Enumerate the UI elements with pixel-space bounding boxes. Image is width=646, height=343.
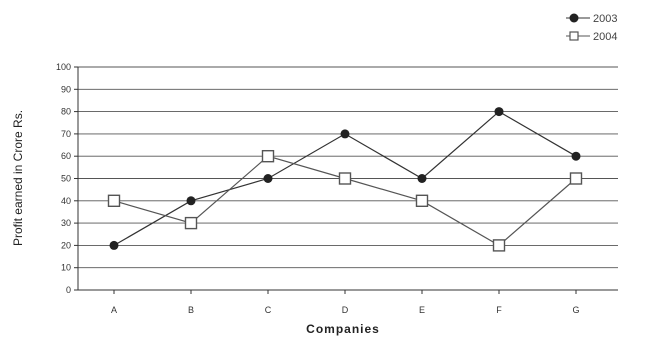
y-axis-title: Profit earned in Crore Rs. xyxy=(11,110,25,246)
x-tick-label: E xyxy=(419,305,425,315)
y-tick-label: 10 xyxy=(61,263,71,273)
grid-lines xyxy=(78,66,618,269)
y-tick-label: 80 xyxy=(61,107,71,117)
legend-marker-2004 xyxy=(569,31,579,41)
y-tick-labels: 0 10 20 30 40 50 60 70 80 90 100 xyxy=(56,62,71,295)
y-tick-label: 70 xyxy=(61,129,71,139)
y-tick-label: 50 xyxy=(61,174,71,184)
data-point-2003 xyxy=(340,129,350,139)
y-tick-label: 60 xyxy=(61,151,71,161)
data-point-2003 xyxy=(263,174,273,183)
y-tick-label: 40 xyxy=(61,196,71,206)
x-tick-label: A xyxy=(111,305,117,315)
x-tick-labels: A B C D E F G xyxy=(111,305,580,315)
x-tick-label: C xyxy=(265,305,272,315)
data-point-2003 xyxy=(571,151,581,161)
x-tick-label: F xyxy=(496,305,502,315)
data-point-2004 xyxy=(569,172,583,185)
legend: 2003 2004 xyxy=(566,13,617,43)
legend-label-2004: 2004 xyxy=(593,31,617,43)
x-tick-label: G xyxy=(572,305,579,315)
legend-label-2003: 2003 xyxy=(593,13,617,25)
data-point-2003 xyxy=(186,196,196,206)
y-tick-label: 0 xyxy=(66,285,71,295)
axes xyxy=(74,66,618,294)
data-point-2004 xyxy=(338,172,352,185)
series-lines xyxy=(107,107,583,252)
y-tick-label: 100 xyxy=(56,62,71,72)
data-point-2004 xyxy=(415,194,429,208)
x-tick-label: D xyxy=(342,305,349,315)
x-axis-title: Companies xyxy=(306,322,380,336)
data-point-2004 xyxy=(107,194,121,208)
data-point-2004 xyxy=(184,216,198,230)
data-point-2003 xyxy=(109,240,119,250)
data-point-2004 xyxy=(492,239,506,252)
y-tick-label: 90 xyxy=(61,84,71,94)
data-point-2003 xyxy=(494,107,504,117)
y-tick-label: 20 xyxy=(61,240,71,250)
x-tick-label: B xyxy=(188,305,194,315)
y-tick-label: 30 xyxy=(61,218,71,228)
legend-marker-2003 xyxy=(569,13,579,23)
data-point-2003 xyxy=(417,174,427,183)
data-point-2004 xyxy=(261,149,275,163)
